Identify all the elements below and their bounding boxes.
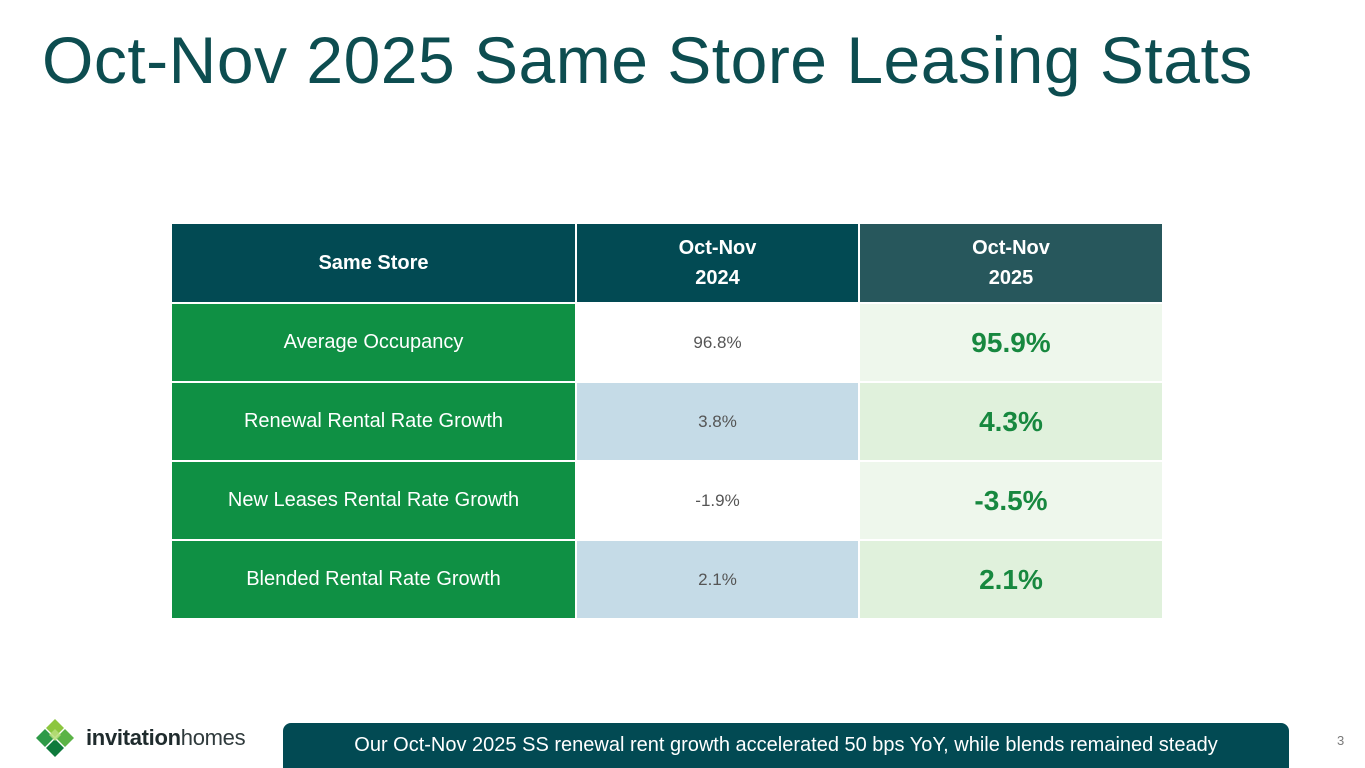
table-row: Average Occupancy 96.8% 95.9% <box>170 302 1164 383</box>
table-row: New Leases Rental Rate Growth -1.9% -3.5… <box>170 460 1164 541</box>
header-oct-nov-2025: Oct-Nov 2025 <box>858 222 1164 304</box>
value-2024-new-leases-rental-rate-growth: -1.9% <box>575 460 860 541</box>
header-same-store: Same Store <box>170 222 577 304</box>
logo-wordmark: invitationhomes <box>86 725 246 751</box>
header-2024-line2: 2024 <box>695 267 740 289</box>
page-number: 3 <box>1337 733 1345 748</box>
leasing-stats-table: Same Store Oct-Nov 2024 Oct-Nov 2025 Ave… <box>170 222 1164 620</box>
footer-banner: Our Oct-Nov 2025 SS renewal rent growth … <box>283 723 1289 768</box>
diamond-cluster-logo-icon <box>36 719 74 757</box>
header-2025-line1: Oct-Nov <box>972 237 1050 259</box>
metric-average-occupancy: Average Occupancy <box>170 302 577 383</box>
table-row: Blended Rental Rate Growth 2.1% 2.1% <box>170 539 1164 620</box>
table-row: Renewal Rental Rate Growth 3.8% 4.3% <box>170 381 1164 462</box>
value-2025-blended-rental-rate-growth: 2.1% <box>858 539 1164 620</box>
slide-title: Oct-Nov 2025 Same Store Leasing Stats <box>42 23 1253 97</box>
metric-renewal-rental-rate-growth: Renewal Rental Rate Growth <box>170 381 577 462</box>
value-2025-average-occupancy: 95.9% <box>858 302 1164 383</box>
value-2025-new-leases-rental-rate-growth: -3.5% <box>858 460 1164 541</box>
header-2024-line1: Oct-Nov <box>678 237 757 259</box>
metric-blended-rental-rate-growth: Blended Rental Rate Growth <box>170 539 577 620</box>
table-header-row: Same Store Oct-Nov 2024 Oct-Nov 2025 <box>170 222 1164 304</box>
logo-word-homes: homes <box>180 725 246 750</box>
value-2025-renewal-rental-rate-growth: 4.3% <box>858 381 1164 462</box>
metric-new-leases-rental-rate-growth: New Leases Rental Rate Growth <box>170 460 577 541</box>
header-2025-line2: 2025 <box>988 267 1034 289</box>
value-2024-blended-rental-rate-growth: 2.1% <box>575 539 860 620</box>
value-2024-average-occupancy: 96.8% <box>575 302 860 383</box>
logo-word-invitation: invitation <box>86 725 181 750</box>
invitation-homes-logo: invitationhomes <box>34 716 246 760</box>
header-oct-nov-2024: Oct-Nov 2024 <box>575 222 860 304</box>
value-2024-renewal-rental-rate-growth: 3.8% <box>575 381 860 462</box>
